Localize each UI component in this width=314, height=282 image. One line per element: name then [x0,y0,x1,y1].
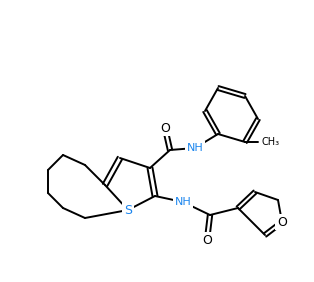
Text: S: S [124,204,132,217]
Text: O: O [160,122,170,135]
Text: O: O [277,215,287,228]
Text: O: O [202,233,212,246]
Text: NH: NH [175,197,191,207]
Text: NH: NH [187,143,203,153]
Text: CH₃: CH₃ [262,137,280,147]
